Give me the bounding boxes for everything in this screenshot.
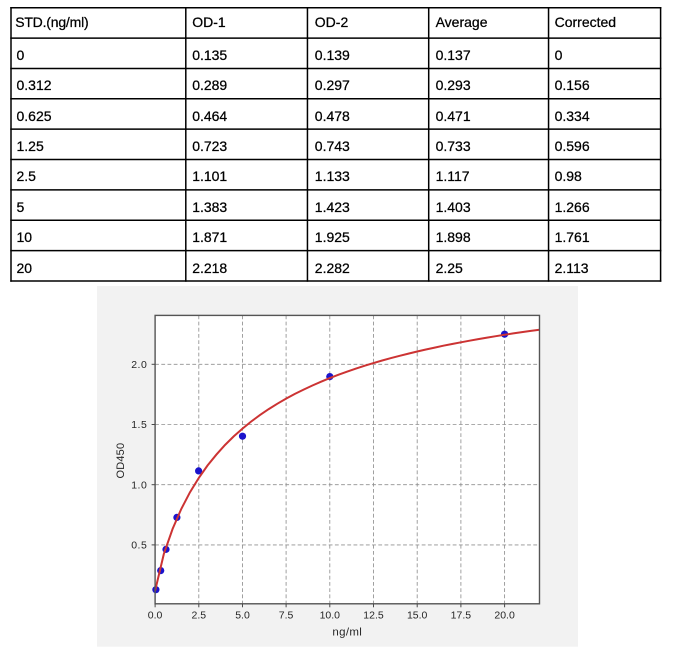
- svg-text:1.0: 1.0: [131, 480, 147, 491]
- svg-text:17.5: 17.5: [451, 610, 472, 621]
- svg-text:OD450: OD450: [115, 443, 127, 479]
- svg-text:2.5: 2.5: [192, 610, 207, 621]
- svg-text:0.5: 0.5: [131, 541, 147, 552]
- svg-text:20.0: 20.0: [494, 610, 515, 621]
- svg-text:1.5: 1.5: [131, 420, 147, 431]
- svg-text:5.0: 5.0: [235, 610, 250, 621]
- svg-text:2.0: 2.0: [131, 360, 147, 371]
- svg-text:ng/ml: ng/ml: [332, 626, 362, 638]
- svg-text:10.0: 10.0: [320, 610, 341, 621]
- svg-text:15.0: 15.0: [407, 610, 428, 621]
- svg-text:7.5: 7.5: [279, 610, 294, 621]
- svg-text:12.5: 12.5: [363, 610, 384, 621]
- svg-text:0.0: 0.0: [148, 610, 163, 621]
